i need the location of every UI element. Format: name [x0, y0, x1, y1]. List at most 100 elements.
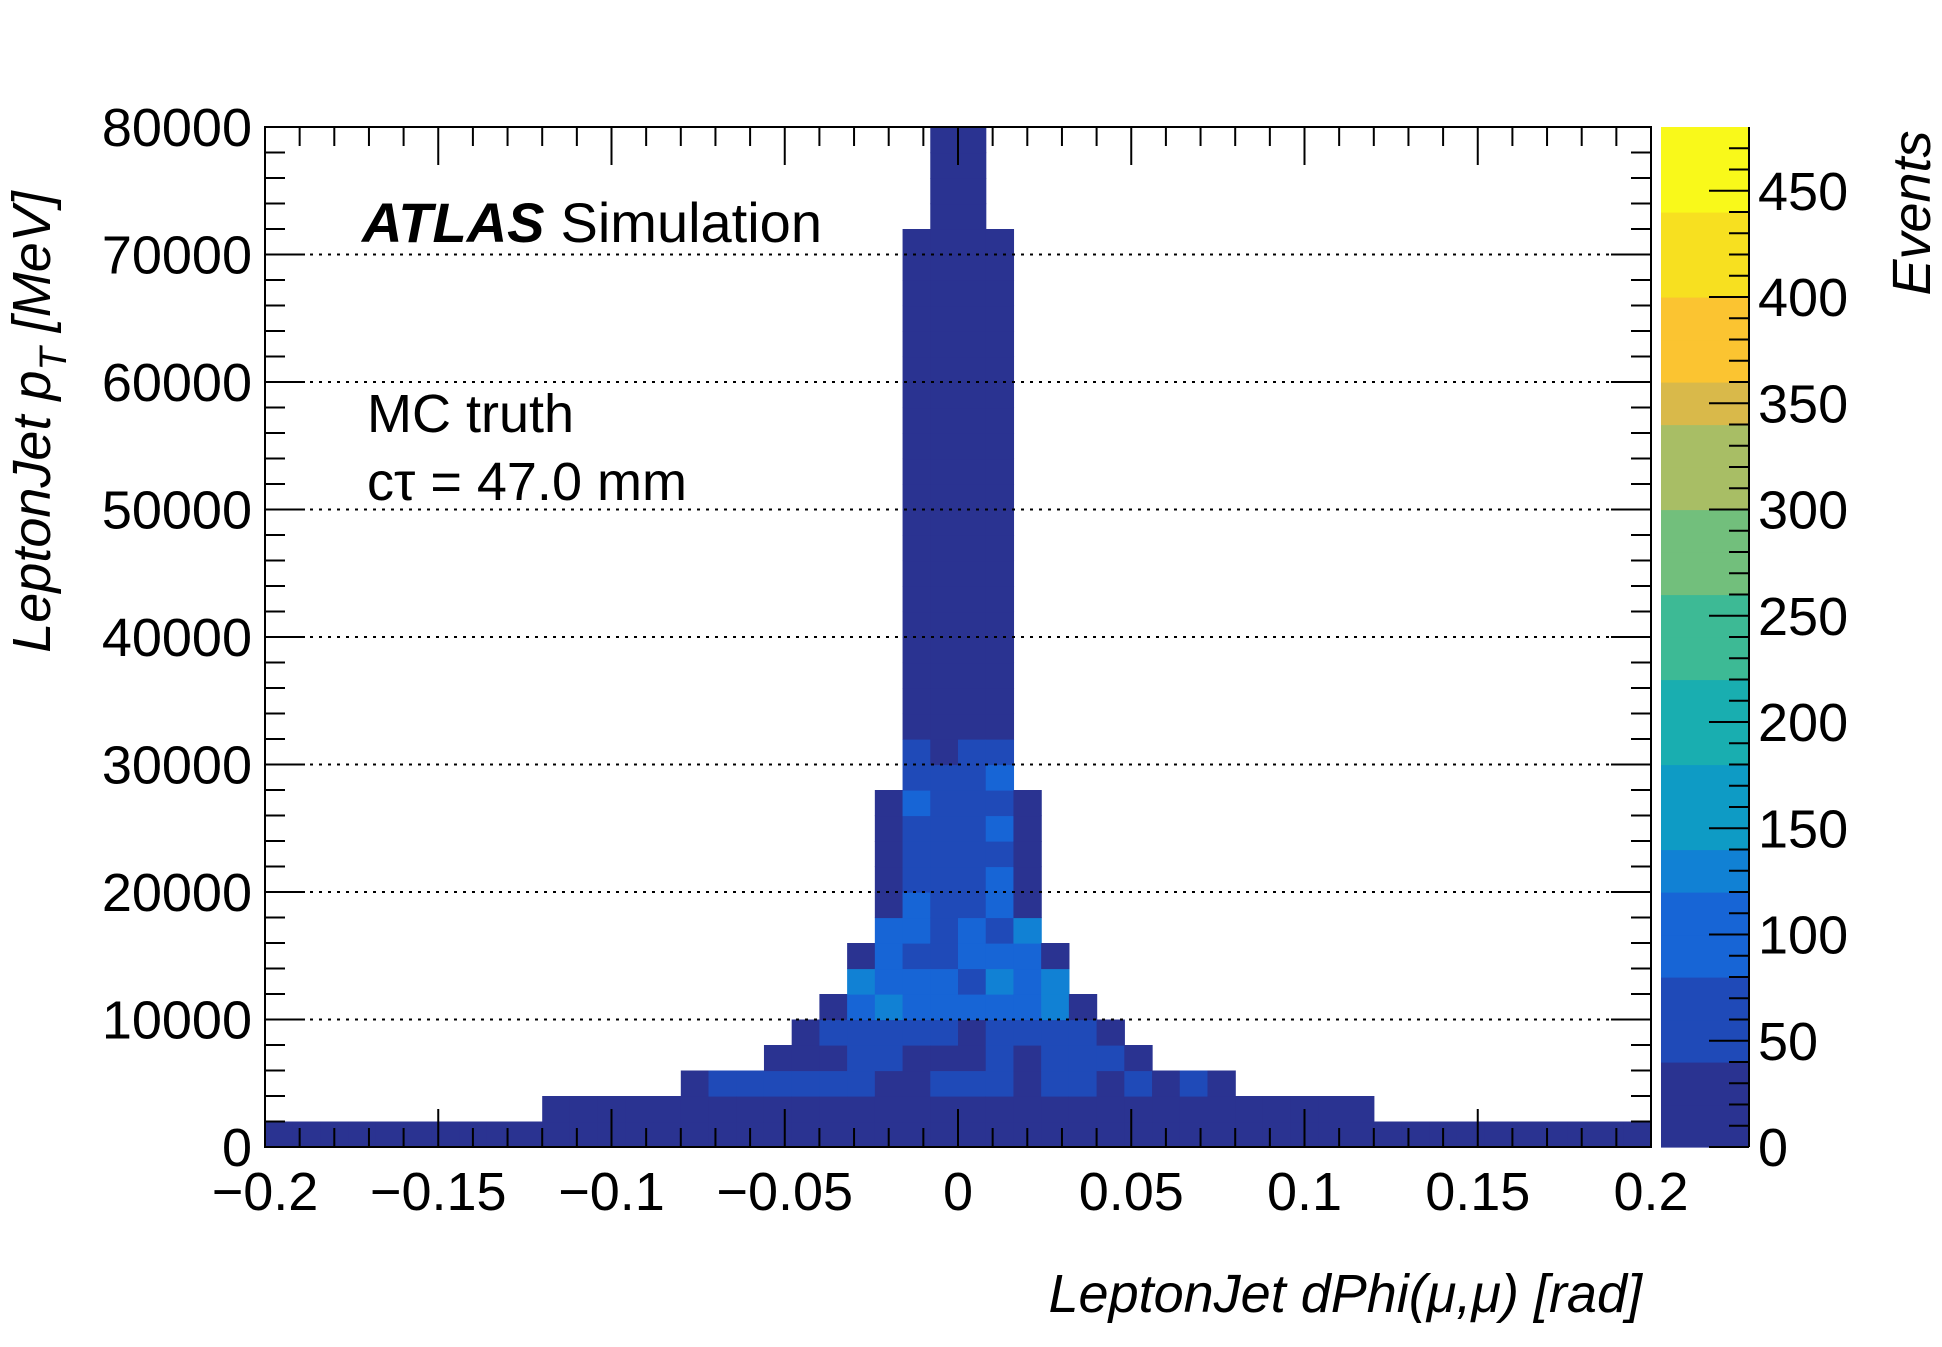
heatmap-cell [791, 1096, 820, 1123]
heatmap-cell [791, 1045, 820, 1072]
heatmap-cell [930, 1045, 959, 1072]
heatmap-cell [985, 509, 1015, 536]
heatmap-cell [819, 1019, 848, 1046]
heatmap-cell [902, 841, 931, 868]
heatmap-cell [958, 586, 987, 613]
heatmap-cell [985, 688, 1015, 715]
heatmap-cell [930, 178, 959, 205]
heatmap-cell [902, 229, 931, 256]
heatmap-cell [569, 1096, 599, 1123]
color-bar-tick-label: 150 [1758, 799, 1848, 859]
y-axis-label-main: LeptonJet p [2, 371, 62, 653]
heatmap-cell [1373, 1121, 1403, 1148]
heatmap-cell [1068, 1045, 1098, 1072]
heatmap-cell [902, 356, 931, 383]
color-bar-tick-label: 50 [1758, 1012, 1818, 1072]
heatmap-cell [819, 994, 848, 1021]
heatmap-cell [930, 1096, 959, 1123]
heatmap-cell [708, 1070, 737, 1097]
heatmap-cell [1124, 1045, 1153, 1072]
heatmap-cell [625, 1096, 654, 1123]
heatmap-cell [985, 305, 1015, 332]
y-tick-label: 0 [222, 1118, 252, 1178]
heatmap-cell [1068, 1096, 1098, 1123]
heatmap-cell [1013, 892, 1042, 919]
heatmap-cell [930, 433, 959, 460]
x-tick-label: −0.2 [212, 1162, 319, 1222]
heatmap-cell [985, 1096, 1015, 1123]
heatmap-cell [902, 305, 931, 332]
heatmap-cell [930, 611, 959, 638]
heatmap-cell [874, 943, 904, 970]
heatmap-cell [819, 1045, 848, 1072]
heatmap-cell [1068, 1019, 1098, 1046]
heatmap-cell [930, 484, 959, 511]
heatmap-cell [1041, 994, 1070, 1021]
heatmap-cell [1013, 968, 1042, 995]
heatmap-cell [1013, 1045, 1042, 1072]
heatmap-cell [985, 535, 1015, 562]
heatmap-cell [930, 152, 959, 179]
heatmap-cell [958, 790, 987, 817]
heatmap-cell [958, 892, 987, 919]
ctau-text: cτ = 47.0 mm [367, 452, 687, 512]
horizontal-gridlines [265, 253, 1651, 1021]
heatmap-cell [874, 815, 904, 842]
x-tick-label: 0.05 [1079, 1162, 1184, 1222]
heatmap-cell [514, 1121, 543, 1148]
heatmap-cell [985, 382, 1015, 409]
heatmap-cell [985, 637, 1015, 664]
heatmap-cell [930, 356, 959, 383]
heatmap-cell [1013, 815, 1042, 842]
heatmap-cell [902, 1096, 931, 1123]
color-bar-tick-label: 400 [1758, 268, 1848, 328]
heatmap-cell [403, 1121, 432, 1148]
heatmap-cell [985, 1070, 1015, 1097]
color-bar-tick-label: 100 [1758, 906, 1848, 966]
heatmap-cell [874, 790, 904, 817]
x-tick-label: −0.1 [558, 1162, 665, 1222]
heatmap-cell [736, 1096, 765, 1123]
heatmap-cell [958, 331, 987, 358]
x-tick-label: −0.15 [370, 1162, 507, 1222]
heatmap-cell [874, 866, 904, 893]
heatmap-cell [985, 815, 1015, 842]
heatmap-cell [902, 1070, 931, 1097]
heatmap-cell [985, 866, 1015, 893]
heatmap-cell [1013, 841, 1042, 868]
heatmap-cell [1623, 1121, 1652, 1148]
heatmap-cell [930, 713, 959, 740]
heatmap-cell [902, 1121, 931, 1148]
heatmap-cell [1179, 1096, 1209, 1123]
heatmap-cell [1096, 1121, 1125, 1148]
heatmap-cell [958, 280, 987, 307]
atlas-logo-text: ATLAS [360, 191, 545, 254]
heatmap-cell [1318, 1096, 1347, 1123]
heatmap-cell [930, 509, 959, 536]
heatmap-cell [431, 1121, 460, 1148]
heatmap-cell [763, 1121, 793, 1148]
heatmap-cell [985, 484, 1015, 511]
heatmap-cell [958, 637, 987, 664]
heatmap-cell [958, 152, 987, 179]
heatmap-cell [874, 1070, 904, 1097]
heatmap-cell [1013, 1070, 1042, 1097]
heatmap-cell [680, 1121, 710, 1148]
heatmap-cell [930, 917, 959, 944]
svg-text:LeptonJet pT [MeV]: LeptonJet pT [MeV] [2, 189, 75, 652]
heatmap-cell [958, 509, 987, 536]
heatmap-cell [736, 1070, 765, 1097]
y-tick-label: 80000 [102, 98, 252, 158]
heatmap-cell [958, 764, 987, 791]
heatmap-cell [930, 407, 959, 434]
heatmap-cell [902, 764, 931, 791]
heatmap-cell [985, 713, 1015, 740]
heatmap-cell [1013, 994, 1042, 1021]
heatmap-cell [958, 1045, 987, 1072]
heatmap-cell [930, 790, 959, 817]
heatmap-cell [902, 994, 931, 1021]
heatmap-cell [847, 968, 876, 995]
heatmap-cell [985, 254, 1015, 281]
heatmap-cell [930, 382, 959, 409]
heatmap-cell [375, 1121, 405, 1148]
